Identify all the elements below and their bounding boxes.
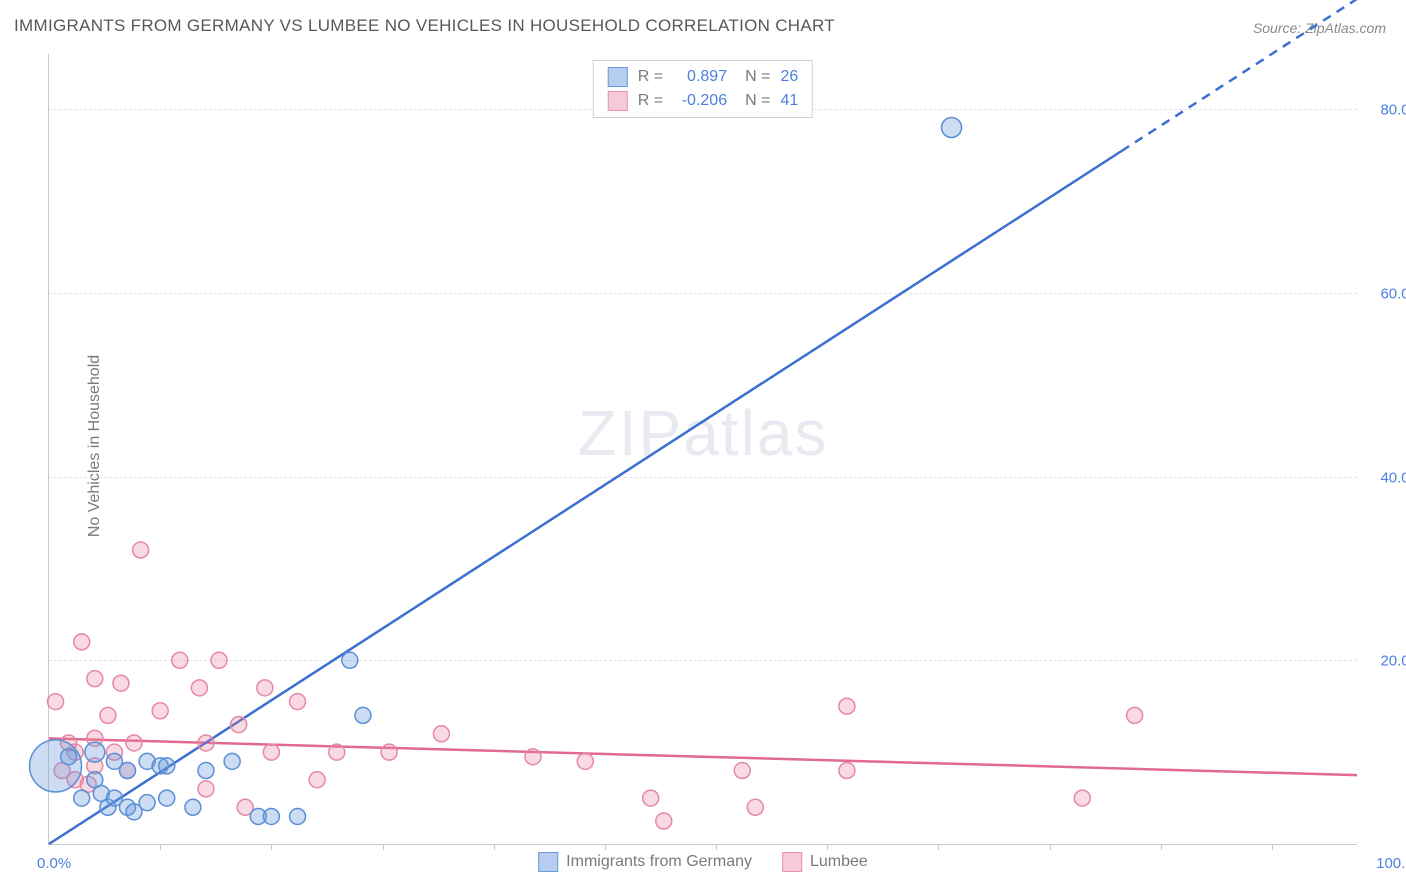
scatter-point	[133, 542, 149, 558]
x-tick	[1050, 844, 1051, 850]
legend-swatch-blue	[538, 852, 558, 872]
n-label: N =	[745, 68, 770, 86]
x-tick	[494, 844, 495, 850]
legend-swatch-blue	[608, 67, 628, 87]
scatter-point	[231, 717, 247, 733]
scatter-point	[74, 790, 90, 806]
scatter-point	[577, 753, 593, 769]
scatter-point	[85, 742, 105, 762]
scatter-point	[30, 740, 82, 792]
scatter-point	[257, 680, 273, 696]
x-tick	[938, 844, 939, 850]
scatter-point	[355, 707, 371, 723]
scatter-point	[87, 671, 103, 687]
legend-item-blue: Immigrants from Germany	[538, 852, 752, 872]
legend-label-blue: Immigrants from Germany	[566, 853, 752, 871]
scatter-point	[224, 753, 240, 769]
legend-row-blue: R = 0.897 N = 26	[608, 67, 798, 87]
y-tick-label: 60.0%	[1380, 285, 1406, 302]
r-value-pink: -0.206	[673, 92, 727, 110]
x-tick	[827, 844, 828, 850]
x-tick	[716, 844, 717, 850]
scatter-point	[198, 781, 214, 797]
scatter-point	[198, 735, 214, 751]
r-label: R =	[638, 68, 663, 86]
scatter-point	[211, 652, 227, 668]
correlation-legend: R = 0.897 N = 26 R = -0.206 N = 41	[593, 60, 813, 118]
scatter-point	[126, 735, 142, 751]
scatter-point	[185, 799, 201, 815]
y-tick-label: 80.0%	[1380, 102, 1406, 119]
x-tick	[383, 844, 384, 850]
scatter-point	[61, 749, 77, 765]
scatter-point	[100, 707, 116, 723]
x-tick	[1272, 844, 1273, 850]
scatter-point	[643, 790, 659, 806]
legend-label-pink: Lumbee	[810, 853, 868, 871]
x-tick	[1161, 844, 1162, 850]
legend-swatch-pink	[608, 91, 628, 111]
scatter-point	[329, 744, 345, 760]
source-attribution: Source: ZipAtlas.com	[1253, 20, 1386, 36]
scatter-point	[290, 808, 306, 824]
scatter-point	[113, 675, 129, 691]
scatter-point	[839, 698, 855, 714]
scatter-point	[159, 790, 175, 806]
scatter-point	[309, 772, 325, 788]
scatter-point	[119, 763, 135, 779]
y-tick-label: 20.0%	[1380, 653, 1406, 670]
scatter-point	[734, 763, 750, 779]
scatter-point	[74, 634, 90, 650]
series-legend: Immigrants from Germany Lumbee	[538, 852, 868, 872]
legend-item-pink: Lumbee	[782, 852, 868, 872]
scatter-point	[342, 652, 358, 668]
scatter-point	[433, 726, 449, 742]
scatter-point	[290, 694, 306, 710]
legend-row-pink: R = -0.206 N = 41	[608, 91, 798, 111]
r-value-blue: 0.897	[673, 68, 727, 86]
scatter-point	[1127, 707, 1143, 723]
scatter-point	[656, 813, 672, 829]
x-axis-max-label: 100.0%	[1376, 855, 1406, 872]
plot-area: ZIPatlas 20.0%40.0%60.0%80.0% 0.0% 100.0…	[48, 54, 1357, 845]
scatter-point	[263, 744, 279, 760]
scatter-point	[198, 763, 214, 779]
n-label: N =	[745, 92, 770, 110]
scatter-point	[172, 652, 188, 668]
scatter-point	[525, 749, 541, 765]
n-value-blue: 26	[780, 68, 798, 86]
scatter-point	[48, 694, 64, 710]
chart-title: IMMIGRANTS FROM GERMANY VS LUMBEE NO VEH…	[14, 16, 835, 36]
scatter-point	[139, 795, 155, 811]
x-tick	[160, 844, 161, 850]
legend-swatch-pink	[782, 852, 802, 872]
x-axis-min-label: 0.0%	[37, 855, 71, 872]
scatter-point	[747, 799, 763, 815]
n-value-pink: 41	[780, 92, 798, 110]
scatter-point	[152, 703, 168, 719]
scatter-point	[263, 808, 279, 824]
scatter-point	[191, 680, 207, 696]
scatter-point	[839, 763, 855, 779]
scatter-point	[381, 744, 397, 760]
scatter-point	[159, 758, 175, 774]
x-tick	[605, 844, 606, 850]
r-label: R =	[638, 92, 663, 110]
scatter-canvas	[49, 54, 1357, 844]
y-tick-label: 40.0%	[1380, 469, 1406, 486]
scatter-point	[942, 117, 962, 137]
x-tick	[271, 844, 272, 850]
scatter-point	[1074, 790, 1090, 806]
